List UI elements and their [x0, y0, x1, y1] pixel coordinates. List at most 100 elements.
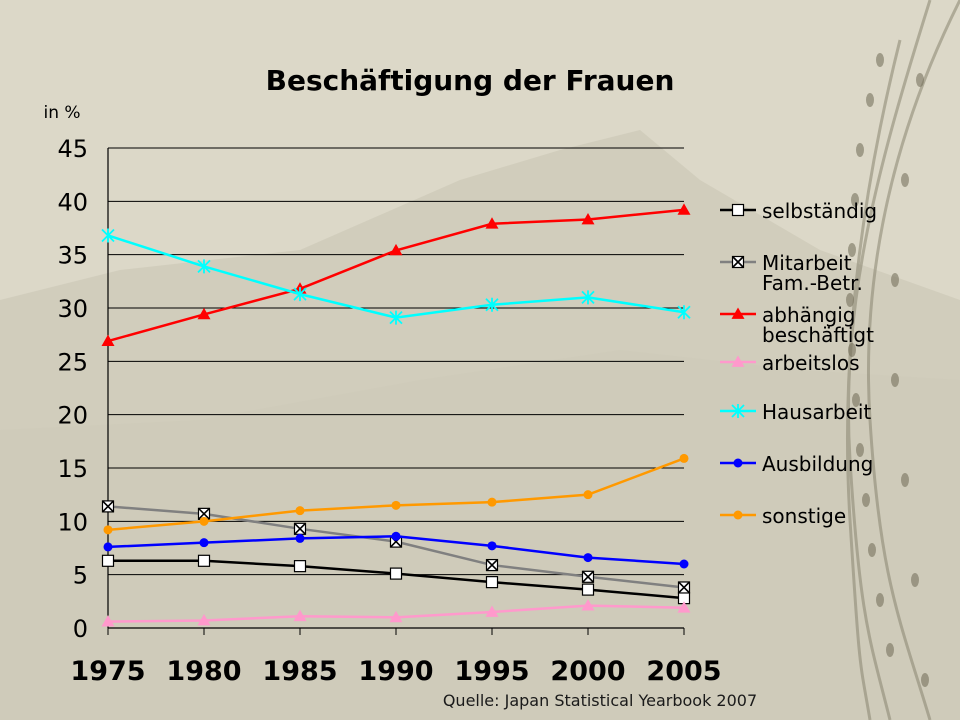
- data-point: [485, 297, 499, 312]
- data-point: [389, 610, 403, 623]
- y-tick-label: 15: [57, 455, 88, 483]
- data-point: [677, 305, 691, 320]
- series-lines: [101, 203, 691, 627]
- series-3: [101, 599, 691, 627]
- data-point: [103, 542, 113, 552]
- legend-label: arbeitslos: [762, 351, 860, 375]
- data-point: [677, 203, 691, 215]
- y-tick-label: 45: [57, 135, 88, 163]
- data-point: [199, 538, 209, 548]
- data-point: [101, 334, 115, 346]
- data-point: [583, 553, 593, 563]
- data-point: [581, 583, 595, 596]
- legend-label: sonstige: [762, 504, 846, 528]
- data-point: [731, 404, 745, 418]
- x-tick-label: 2005: [646, 656, 721, 687]
- data-point: [197, 614, 211, 626]
- x-tick-label: 1990: [358, 656, 433, 687]
- x-tick-label: 1980: [166, 656, 241, 687]
- data-point: [581, 290, 595, 305]
- legend-label: beschäftigt: [762, 323, 874, 347]
- data-point: [581, 570, 595, 583]
- data-point: [101, 228, 115, 243]
- y-tick-label: 0: [73, 615, 88, 643]
- x-tick-label: 2000: [550, 656, 625, 687]
- data-point: [677, 581, 691, 594]
- legend-label: Hausarbeit: [762, 400, 871, 424]
- data-point: [731, 255, 745, 269]
- legend-label: abhängig: [762, 303, 856, 327]
- legend-item-6: sonstige: [720, 504, 846, 528]
- series-4: [101, 228, 691, 325]
- data-point: [293, 560, 307, 573]
- data-point: [197, 307, 211, 320]
- x-tick-label: 1985: [262, 656, 337, 687]
- data-point: [101, 554, 115, 567]
- y-tick-label: 20: [57, 402, 88, 430]
- data-point: [293, 287, 307, 302]
- chart-title: Beschäftigung der Frauen: [266, 64, 675, 97]
- data-point: [293, 609, 307, 622]
- y-tick-label: 30: [57, 295, 88, 323]
- data-point: [485, 605, 499, 617]
- series-6: [103, 453, 689, 535]
- legend-label: selbständig: [762, 199, 877, 223]
- data-point: [199, 516, 209, 526]
- data-point: [391, 531, 401, 541]
- data-point: [389, 310, 403, 325]
- data-point: [295, 533, 305, 543]
- y-tick-label: 25: [57, 348, 88, 376]
- data-point: [389, 243, 403, 256]
- data-point: [295, 506, 305, 516]
- series-5: [103, 531, 689, 569]
- series-0: [101, 554, 691, 605]
- data-point: [733, 458, 743, 468]
- willow-leaves-decoration: [846, 53, 929, 687]
- x-tick-label: 1975: [70, 656, 145, 687]
- data-point: [485, 217, 499, 229]
- y-tick-label: 40: [57, 188, 88, 216]
- data-point: [679, 453, 689, 463]
- legend-item-3: arbeitslos: [720, 351, 860, 375]
- data-point: [731, 203, 745, 217]
- x-tick-labels: 1975 1980 1985 1990 1995 2000 2005: [70, 656, 721, 687]
- data-point: [677, 601, 691, 613]
- data-point: [391, 500, 401, 510]
- data-point: [733, 510, 743, 520]
- willow-branch-decoration: [845, 0, 960, 720]
- y-tick-label: 35: [57, 242, 88, 270]
- series-line: [107, 457, 685, 532]
- y-axis-label: in %: [43, 103, 80, 123]
- source-note: Quelle: Japan Statistical Yearbook 2007: [443, 691, 757, 710]
- data-point: [101, 615, 115, 627]
- y-tick-labels: 0 5 10 15 20 25 30 35 40 45: [57, 135, 88, 643]
- legend-item-5: Ausbildung: [720, 452, 873, 476]
- data-point: [101, 500, 115, 513]
- series-1: [101, 500, 691, 594]
- data-point: [583, 490, 593, 500]
- data-point: [581, 599, 595, 611]
- legend-item-4: Hausarbeit: [720, 400, 871, 424]
- y-tick-label: 10: [57, 508, 88, 536]
- data-point: [731, 355, 745, 367]
- data-point: [103, 525, 113, 535]
- data-point: [581, 212, 595, 225]
- data-point: [679, 559, 689, 569]
- legend-item-0: selbständig: [720, 199, 877, 223]
- data-point: [389, 567, 403, 580]
- data-point: [197, 259, 211, 274]
- data-point: [487, 541, 497, 551]
- data-point: [197, 554, 211, 567]
- y-tick-label: 5: [73, 562, 88, 590]
- x-tick-label: 1995: [454, 656, 529, 687]
- data-point: [485, 558, 499, 572]
- legend-label: Fam.-Betr.: [762, 271, 863, 295]
- data-point: [487, 497, 497, 507]
- data-point: [731, 307, 745, 319]
- legend-label: Ausbildung: [762, 452, 873, 476]
- legend-label: Mitarbeit: [762, 251, 852, 275]
